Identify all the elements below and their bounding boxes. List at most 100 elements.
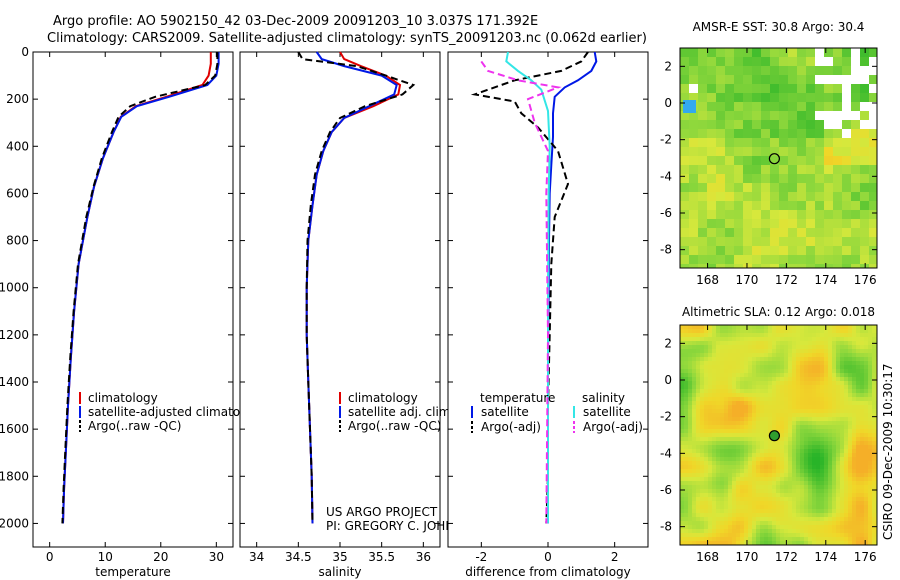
map-cell [724, 433, 729, 438]
map-cell [716, 120, 726, 130]
map-cell [716, 337, 721, 342]
map-cell [728, 521, 733, 526]
map-cell [708, 401, 713, 406]
map-cell [688, 361, 693, 366]
map-cell [744, 469, 749, 474]
map-cell [869, 138, 879, 148]
map-cell [872, 345, 877, 350]
map-cell [732, 521, 737, 526]
sla_map-frame [679, 324, 878, 546]
map-cell [684, 433, 689, 438]
map-cell [689, 156, 699, 166]
map-cell [852, 453, 857, 458]
map-cell [740, 417, 745, 422]
map-cell [716, 369, 721, 374]
map-cell [788, 521, 793, 526]
map-cell [860, 485, 865, 490]
map-cell [788, 111, 798, 121]
map-cell-missing [815, 75, 825, 85]
map-cell [816, 433, 821, 438]
map-cell [784, 525, 789, 530]
map-cell [704, 461, 709, 466]
map-cell [743, 84, 753, 94]
sst_map-xtick-label: 172 [775, 273, 798, 287]
map-cell [698, 228, 708, 238]
map-cell [856, 449, 861, 454]
map-cell [792, 341, 797, 346]
map-cell [761, 111, 771, 121]
map-cell [792, 397, 797, 402]
map-cell [812, 473, 817, 478]
map-cell [836, 389, 841, 394]
map-cell [844, 461, 849, 466]
map-cell [696, 329, 701, 334]
map-cell [851, 120, 861, 130]
map-cell [768, 425, 773, 430]
map-cell [856, 505, 861, 510]
map-cell [748, 533, 753, 538]
map-cell [800, 457, 805, 462]
map-cell [760, 341, 765, 346]
map-cell [752, 192, 762, 202]
map-cell [796, 333, 801, 338]
map-cell [770, 84, 780, 94]
map-cell [792, 353, 797, 358]
map-cell [788, 75, 798, 85]
map-cell [736, 529, 741, 534]
map-cell [828, 365, 833, 370]
map-cell [756, 517, 761, 522]
map-cell [770, 120, 780, 130]
map-cell [808, 361, 813, 366]
map-cell [772, 465, 777, 470]
map-cell [856, 341, 861, 346]
map-cell [684, 357, 689, 362]
map-cell [784, 461, 789, 466]
map-cell [860, 517, 865, 522]
map-cell [776, 405, 781, 410]
map-cell [860, 156, 870, 166]
map-cell [812, 353, 817, 358]
map-cell [864, 469, 869, 474]
map-cell [828, 525, 833, 530]
map-cell [704, 481, 709, 486]
map-cell [680, 437, 685, 442]
map-cell [842, 174, 852, 184]
map-cell [844, 389, 849, 394]
map-cell [844, 381, 849, 386]
map-cell [800, 325, 805, 330]
map-cell [828, 421, 833, 426]
map-cell-missing [869, 102, 879, 112]
map-cell [688, 373, 693, 378]
sst_map-xtick-label: 174 [814, 273, 837, 287]
map-cell [716, 84, 726, 94]
map-cell [804, 349, 809, 354]
map-cell [852, 337, 857, 342]
map-cell [707, 165, 717, 175]
map-cell [780, 365, 785, 370]
map-cell [796, 337, 801, 342]
map-cell [692, 481, 697, 486]
map-cell [800, 417, 805, 422]
map-cell [707, 93, 717, 103]
map-cell [770, 66, 780, 76]
map-cell [728, 505, 733, 510]
map-cell [844, 493, 849, 498]
map-cell [780, 353, 785, 358]
map-cell [708, 485, 713, 490]
map-cell [856, 517, 861, 522]
map-cell [761, 183, 771, 193]
map-cell [844, 517, 849, 522]
map-cell [784, 485, 789, 490]
map-cell [736, 489, 741, 494]
map-cell [712, 513, 717, 518]
map-cell [692, 429, 697, 434]
map-cell [784, 501, 789, 506]
map-cell [752, 461, 757, 466]
map-cell [776, 497, 781, 502]
map-cell [812, 373, 817, 378]
map-cell [764, 365, 769, 370]
map-cell [848, 357, 853, 362]
map-cell [851, 93, 861, 103]
map-cell [800, 497, 805, 502]
